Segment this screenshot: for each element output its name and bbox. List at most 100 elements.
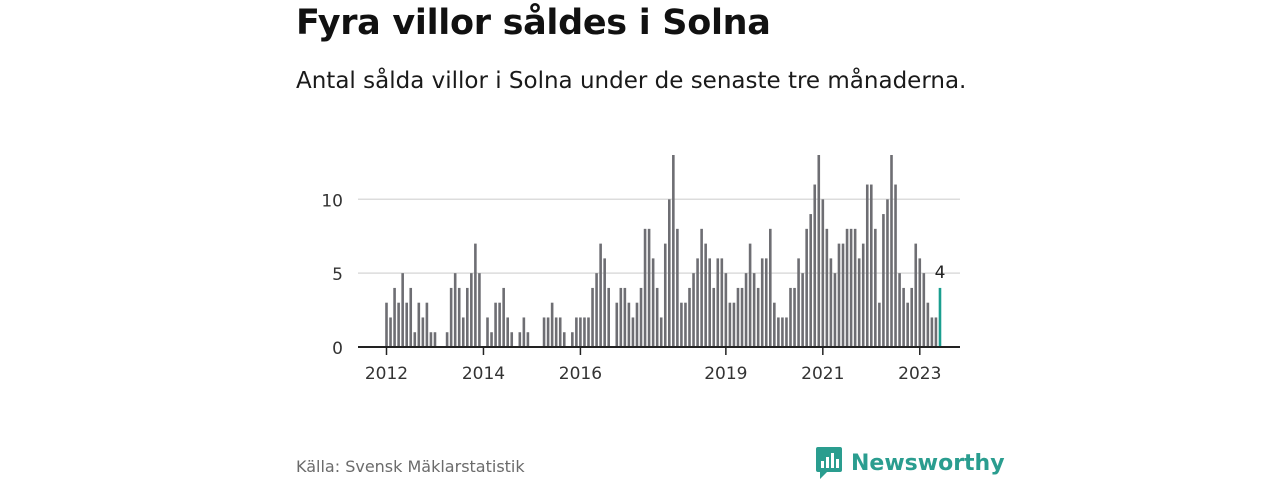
bar [789,287,792,347]
bar [849,228,853,347]
bar-highlight [938,287,942,347]
bar [882,214,885,347]
bar [470,273,473,347]
bar [615,302,619,347]
bar [861,243,865,347]
x-tick-label: 2012 [365,364,408,384]
bar [672,155,675,347]
bar [732,302,736,347]
bar [878,302,881,347]
bar [704,243,707,347]
bar [659,317,663,347]
bar [457,287,461,347]
bar [736,287,740,347]
bar [583,317,586,347]
highlight-value-label: 4 [935,263,946,283]
bar [906,302,909,347]
bar [744,273,748,347]
bar [688,287,691,347]
bar [502,287,505,347]
bar [486,317,489,347]
bar [417,302,421,347]
bar [934,317,938,347]
bar [433,332,437,347]
bar [619,287,623,347]
bar [599,243,602,347]
bar [845,228,849,347]
bar [449,287,453,347]
bar [668,199,671,347]
x-tick-label: 2016 [559,364,602,384]
bar [623,287,627,347]
bar [870,184,873,347]
bar [397,302,400,347]
bar [639,287,643,347]
bar [494,302,497,347]
bar [389,317,392,347]
bar [825,228,829,347]
chart-subtitle: Antal sålda villor i Solna under de sena… [296,68,967,94]
bar [769,228,772,347]
bar [821,199,825,347]
bar [809,214,812,347]
bar [684,302,687,347]
x-tick-label: 2014 [462,364,505,384]
bar [756,287,760,347]
bar [740,287,744,347]
bar [894,184,897,347]
bar [522,317,526,347]
bar [910,287,913,347]
bar [680,302,683,347]
x-tick-label: 2019 [704,364,747,384]
bar [413,332,417,347]
bar [777,317,780,347]
y-tick-label: 0 [332,339,343,359]
bar [393,287,396,347]
bar [728,302,732,347]
y-tick-label: 5 [332,265,343,285]
bar [829,258,833,347]
bar [773,302,776,347]
chart-title: Fyra villor såldes i Solna [296,3,771,43]
bar [587,317,590,347]
bar [603,258,606,347]
bar [510,332,514,347]
bar [655,287,659,347]
bar [841,243,845,347]
bar [526,332,530,347]
bar [647,228,651,347]
bar [898,273,901,347]
bar [445,332,449,347]
bar [478,273,481,347]
bar [781,317,784,347]
bar [890,155,893,347]
bar [857,258,861,347]
bar [558,317,562,347]
bar [785,317,788,347]
bar [760,258,764,347]
bar [801,273,804,347]
bar [752,273,756,347]
bar [595,273,598,347]
bar [748,243,752,347]
bar [651,258,655,347]
bar [643,228,647,347]
bar [793,287,796,347]
bar [542,317,546,347]
bar [676,228,679,347]
bar [429,332,433,347]
bar [700,228,703,347]
bar [490,332,493,347]
bar [708,258,711,347]
bar [886,199,889,347]
bar [453,273,457,347]
bar [466,287,469,347]
bar [562,332,566,347]
bar [865,184,869,347]
bar [724,273,728,347]
newsworthy-logo-icon [816,447,842,479]
bar [926,302,930,347]
bar [918,258,922,347]
bar [853,228,857,347]
bar [813,184,817,347]
